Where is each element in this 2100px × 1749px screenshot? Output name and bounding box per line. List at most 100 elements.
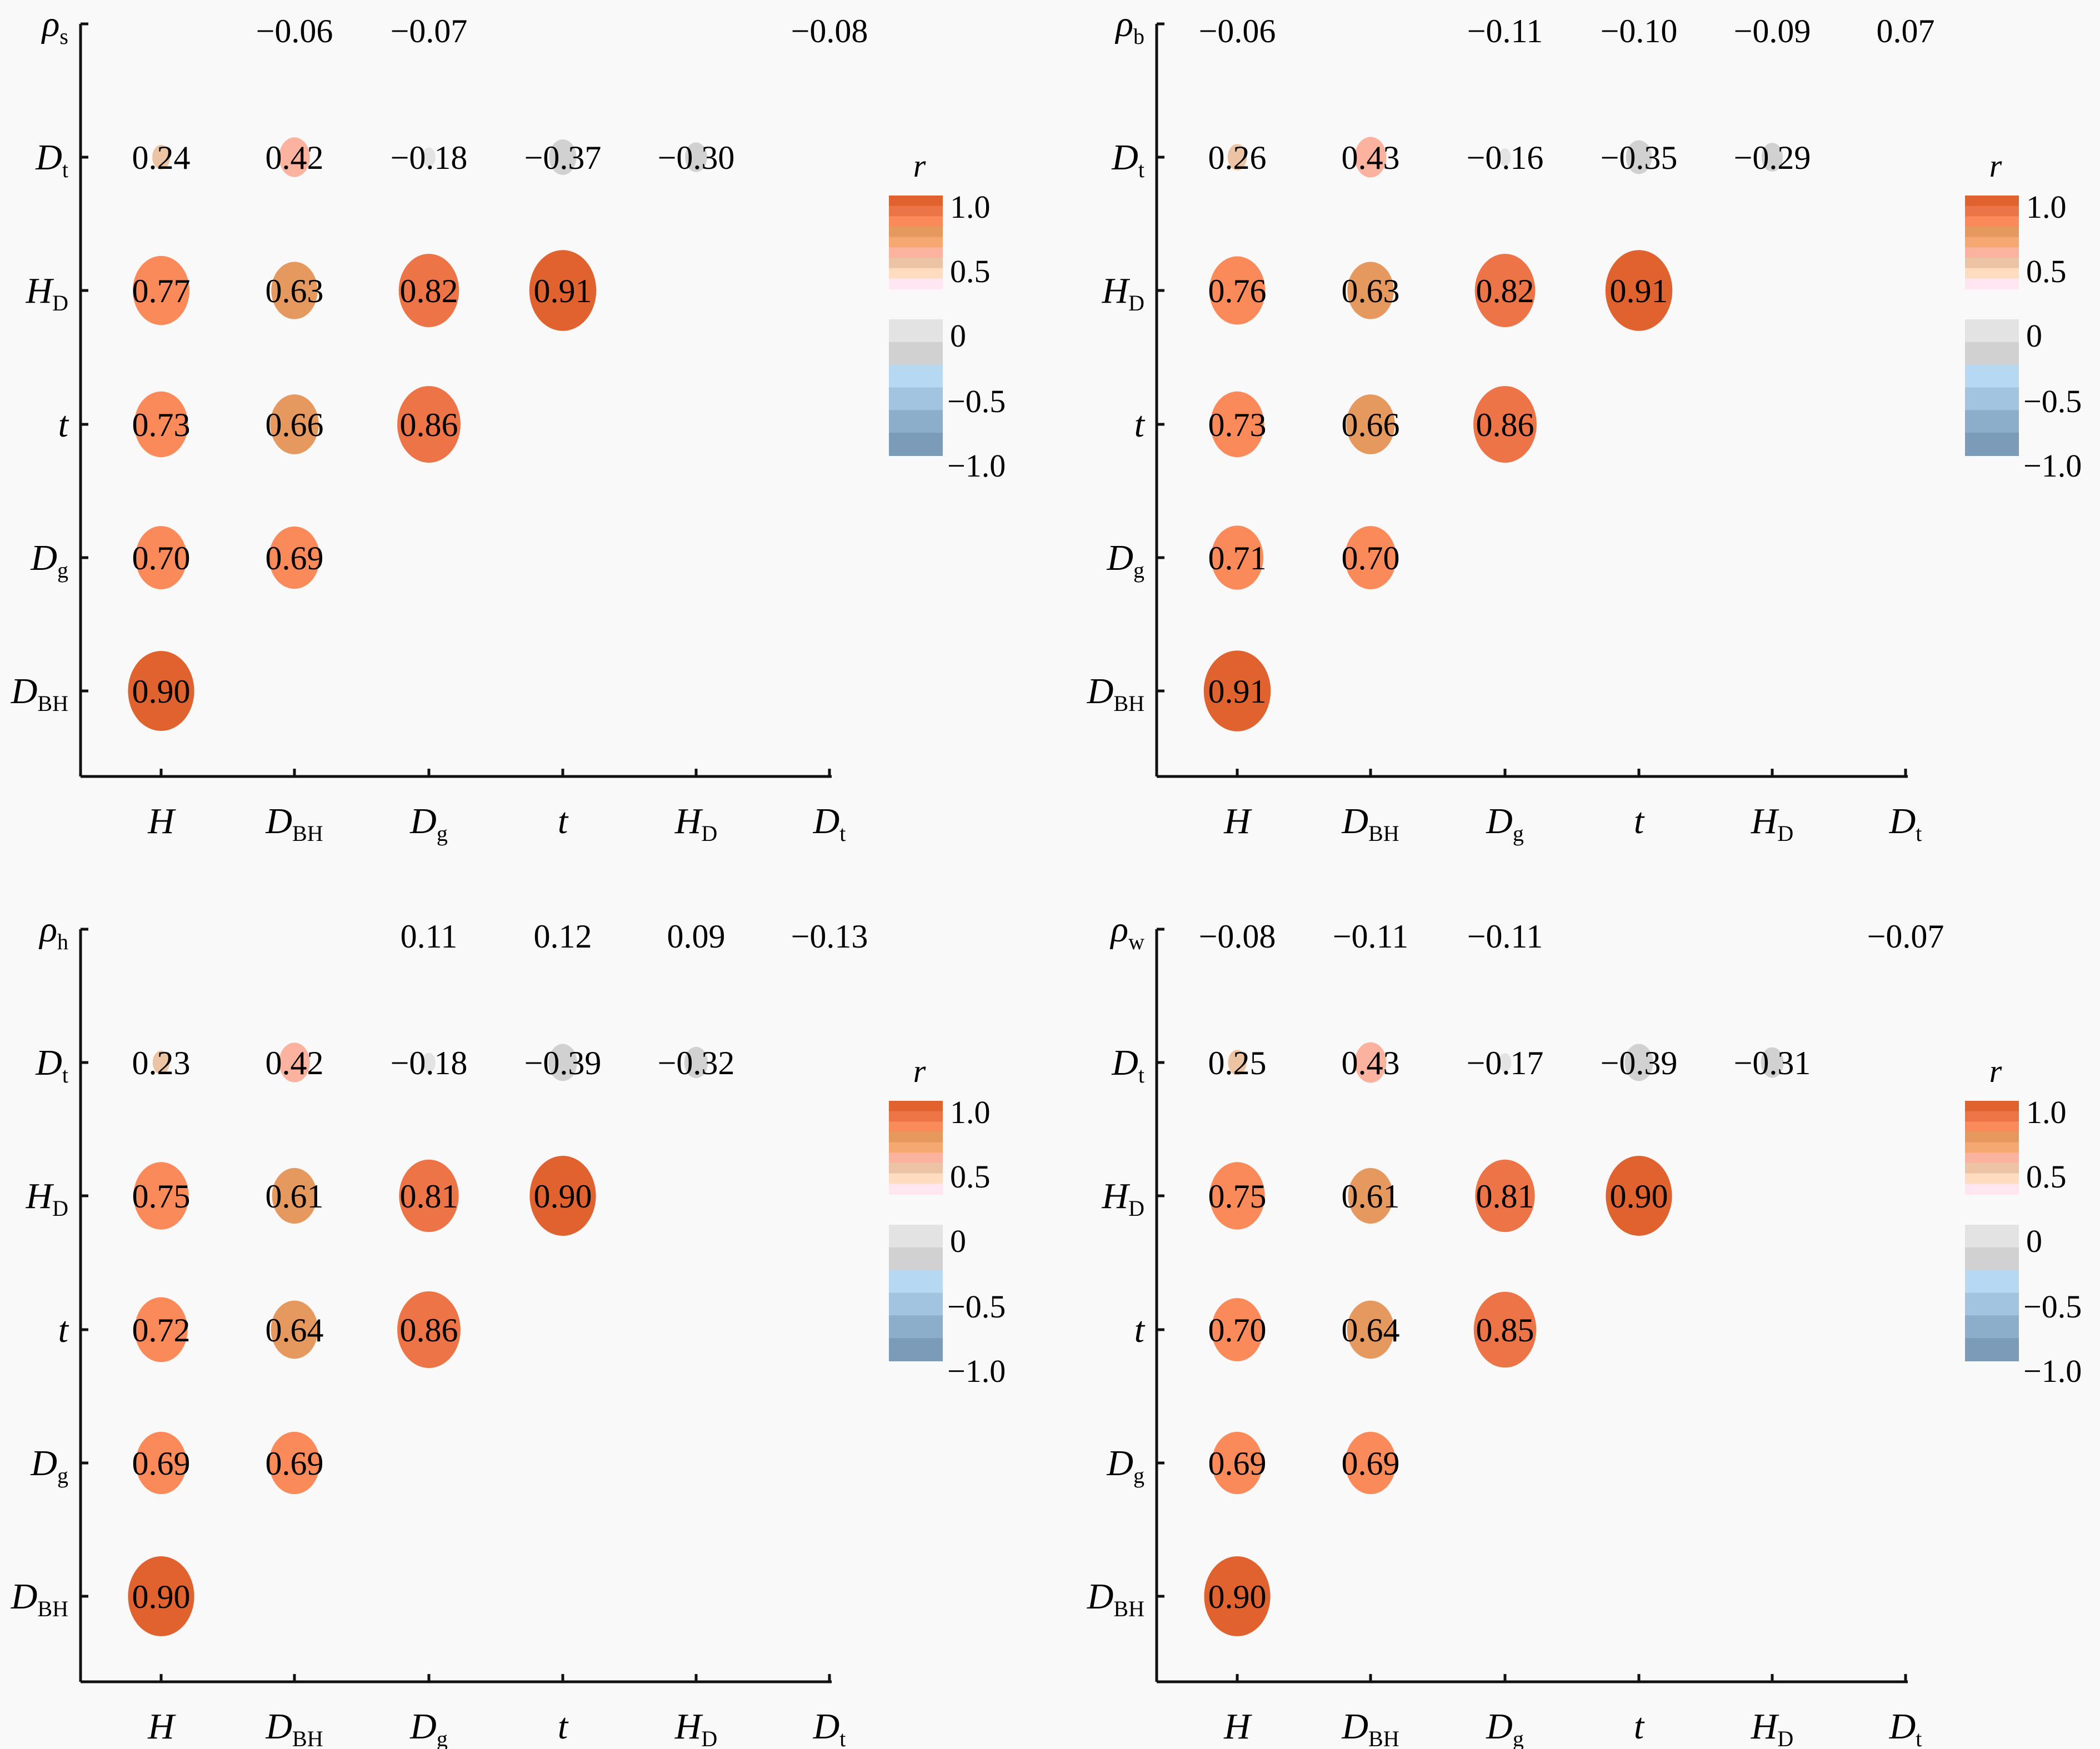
colorbar-segment bbox=[889, 247, 943, 258]
legend-title: r bbox=[913, 148, 926, 184]
colorbar-segment bbox=[1965, 1184, 2019, 1195]
colorbar-segment bbox=[1965, 1121, 2019, 1132]
correlation-bubble bbox=[529, 250, 597, 331]
y-tick-label: Dg bbox=[30, 1443, 68, 1488]
correlation-bubble bbox=[269, 1431, 320, 1495]
x-tick-label: Dg bbox=[409, 1706, 448, 1749]
y-tick-label: DBH bbox=[1087, 671, 1144, 716]
correlation-value-label: 0.26 bbox=[1208, 139, 1267, 176]
correlation-bubble bbox=[1498, 1053, 1512, 1072]
correlation-value-label: −0.30 bbox=[658, 139, 735, 176]
correlation-bubble bbox=[152, 144, 170, 170]
correlation-bubble bbox=[1346, 394, 1395, 454]
correlation-bubble bbox=[152, 1050, 170, 1075]
correlation-bubble bbox=[128, 650, 194, 731]
correlation-value-label: 0.25 bbox=[1208, 1045, 1267, 1081]
y-tick-label: t bbox=[1134, 1310, 1146, 1350]
correlation-bubble bbox=[422, 1053, 436, 1073]
correlation-bubble bbox=[684, 1046, 708, 1079]
correlation-value-label: −0.11 bbox=[1333, 918, 1409, 955]
colorbar-segment bbox=[1965, 1142, 2019, 1154]
y-tick-label: t bbox=[58, 404, 69, 445]
correlation-bubble bbox=[1227, 144, 1247, 171]
colorbar-segment bbox=[889, 319, 943, 343]
correlation-value-label: 0.66 bbox=[1342, 407, 1400, 443]
correlation-value-label: 0.43 bbox=[1342, 1045, 1400, 1081]
x-tick-label: DBH bbox=[1341, 1706, 1399, 1749]
colorbar-segment bbox=[1965, 1173, 2019, 1185]
correlation-value-label: −0.13 bbox=[791, 918, 868, 955]
colorbar-segment bbox=[889, 364, 943, 388]
colorbar-segment bbox=[1965, 1338, 2019, 1361]
correlation-value-label: 0.75 bbox=[132, 1178, 191, 1215]
correlation-value-label: 0.73 bbox=[132, 407, 191, 443]
correlation-value-label: −0.18 bbox=[391, 139, 468, 176]
colorbar-segment bbox=[889, 1338, 943, 1361]
colorbar-tick-label: 0 bbox=[2026, 318, 2042, 354]
correlation-bubble bbox=[128, 1556, 194, 1637]
colorbar-segment bbox=[1965, 237, 2019, 248]
correlation-value-label: 0.09 bbox=[667, 918, 726, 955]
x-tick-label: Dt bbox=[1889, 801, 1922, 846]
colorbar-segment bbox=[1965, 206, 2019, 217]
colorbar-segment bbox=[889, 227, 943, 238]
correlation-bubble bbox=[271, 1300, 318, 1359]
correlation-value-label: −0.31 bbox=[1734, 1045, 1811, 1081]
y-tick-label: Dt bbox=[35, 1043, 68, 1088]
colorbar-segment bbox=[889, 1121, 943, 1132]
colorbar-segment bbox=[889, 1132, 943, 1143]
y-tick-label: HD bbox=[1101, 270, 1144, 315]
correlation-value-label: −0.35 bbox=[1601, 139, 1678, 176]
correlation-bubble bbox=[1473, 1291, 1537, 1368]
colorbar-segment bbox=[1965, 196, 2019, 207]
y-tick-label: ρs bbox=[41, 4, 68, 49]
correlation-value-label: −0.39 bbox=[1601, 1045, 1678, 1081]
correlation-bubble bbox=[270, 394, 319, 454]
correlation-value-label: 0.91 bbox=[534, 273, 592, 309]
correlation-value-label: 0.61 bbox=[266, 1178, 324, 1215]
x-tick-label: H bbox=[147, 801, 176, 841]
correlation-value-label: −0.08 bbox=[1199, 918, 1276, 955]
colorbar-segment bbox=[889, 1152, 943, 1164]
colorbar-tick-label: −0.5 bbox=[2023, 383, 2082, 419]
correlation-value-label: 0.70 bbox=[132, 540, 191, 577]
correlation-value-label: 0.63 bbox=[266, 273, 324, 309]
colorbar-segment bbox=[1965, 1315, 2019, 1339]
colorbar-segment bbox=[889, 1142, 943, 1154]
y-tick-label: DBH bbox=[11, 671, 68, 716]
colorbar-segment bbox=[1965, 1163, 2019, 1174]
x-tick-label: Dg bbox=[1486, 801, 1524, 846]
correlation-value-label: 0.90 bbox=[132, 673, 191, 710]
correlation-bubble bbox=[1228, 1050, 1247, 1075]
colorbar-tick-label: −0.5 bbox=[947, 1289, 1006, 1325]
correlation-bubble bbox=[685, 142, 707, 172]
colorbar-tick-label: 0.5 bbox=[2026, 1159, 2067, 1195]
colorbar-tick-label: −0.5 bbox=[2023, 1289, 2082, 1325]
colorbar-tick-label: 0 bbox=[950, 318, 966, 354]
correlation-bubble bbox=[1354, 137, 1387, 178]
correlation-value-label: 0.11 bbox=[401, 918, 458, 955]
correlation-bubble bbox=[1626, 140, 1652, 174]
correlation-bubble bbox=[135, 526, 187, 589]
y-tick-label: t bbox=[1134, 404, 1146, 445]
x-tick-label: H bbox=[147, 1706, 176, 1747]
x-tick-label: HD bbox=[674, 801, 718, 846]
correlation-bubble bbox=[529, 1155, 596, 1236]
colorbar-segment bbox=[889, 342, 943, 365]
correlation-bubble bbox=[1212, 1431, 1263, 1495]
correlation-value-label: 0.85 bbox=[1476, 1312, 1534, 1349]
colorbar-segment bbox=[889, 258, 943, 269]
correlation-value-label: −0.07 bbox=[1867, 918, 1944, 955]
x-tick-label: Dg bbox=[409, 801, 448, 846]
colorbar-segment bbox=[1965, 268, 2019, 279]
colorbar-segment bbox=[889, 1101, 943, 1112]
x-tick-label: Dt bbox=[813, 1706, 846, 1749]
correlation-value-label: −0.39 bbox=[524, 1045, 602, 1081]
y-tick-label: HD bbox=[25, 270, 68, 315]
correlation-bubble bbox=[1605, 250, 1673, 331]
colorbar-segment bbox=[1965, 278, 2019, 289]
legend-title: r bbox=[913, 1053, 926, 1089]
correlation-bubble bbox=[549, 139, 577, 175]
colorbar-tick-label: 0.5 bbox=[950, 1159, 991, 1195]
